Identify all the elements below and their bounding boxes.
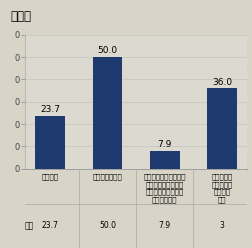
Text: 36.0: 36.0 bbox=[212, 78, 232, 87]
Text: 約形態: 約形態 bbox=[10, 10, 31, 23]
Bar bbox=[35, 116, 65, 169]
Bar bbox=[207, 88, 237, 169]
Text: 7.9: 7.9 bbox=[158, 140, 172, 150]
Text: 全体: 全体 bbox=[24, 221, 34, 230]
Text: 7.9: 7.9 bbox=[159, 221, 171, 230]
Text: 23.7: 23.7 bbox=[42, 221, 59, 230]
Text: 3: 3 bbox=[219, 221, 225, 230]
Text: 23.7: 23.7 bbox=[40, 105, 60, 114]
Bar bbox=[150, 151, 180, 169]
Text: 50.0: 50.0 bbox=[97, 46, 117, 56]
Bar bbox=[92, 57, 122, 169]
Text: 50.0: 50.0 bbox=[99, 221, 116, 230]
